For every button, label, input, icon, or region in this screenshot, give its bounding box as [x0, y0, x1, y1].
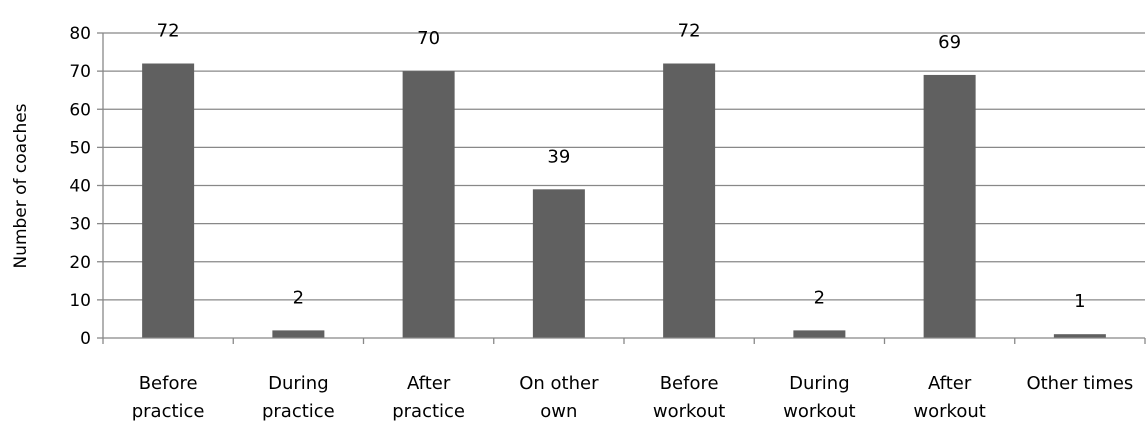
category-label-line: workout	[913, 401, 985, 422]
data-label: 72	[678, 21, 701, 42]
data-label: 2	[293, 287, 304, 308]
bar	[663, 63, 716, 338]
category-label-line: practice	[262, 401, 335, 422]
data-label: 72	[157, 21, 180, 42]
category-label-line: workout	[783, 401, 855, 422]
category-label-line: After	[407, 373, 451, 394]
bar	[923, 74, 976, 338]
category-label: Before workout	[653, 373, 725, 422]
gridlines	[103, 32, 1145, 301]
category-label-line: On other	[519, 373, 599, 394]
data-labels: 72 2 70 39 72 2 69 1	[157, 21, 1086, 313]
y-axis-ticks: 0 10 20 30 40 50 60 70 80	[69, 24, 103, 349]
category-label-line: own	[540, 401, 577, 422]
axes	[102, 33, 1146, 344]
bar	[1053, 334, 1106, 338]
category-label: After practice	[392, 373, 465, 422]
category-label-line: workout	[653, 401, 725, 422]
category-label-line: During	[789, 373, 850, 394]
category-label: Other times	[1026, 373, 1133, 394]
bar	[142, 63, 195, 338]
bar	[402, 71, 455, 338]
category-label-line: Before	[139, 373, 198, 394]
category-label: During workout	[783, 373, 855, 422]
data-label: 1	[1074, 291, 1085, 312]
category-label: On other own	[519, 373, 599, 422]
y-tick-label: 0	[80, 329, 91, 349]
category-label-line: practice	[132, 401, 205, 422]
y-tick-label: 50	[69, 138, 91, 158]
y-tick-label: 60	[69, 100, 91, 120]
y-tick-label: 40	[69, 177, 91, 197]
bar	[793, 330, 846, 338]
bar	[532, 189, 585, 338]
category-label-line: practice	[392, 401, 465, 422]
data-label: 2	[814, 287, 825, 308]
bar-series	[142, 63, 1106, 338]
category-label: Before practice	[132, 373, 205, 422]
y-tick-label: 30	[69, 215, 91, 235]
y-tick-label: 20	[69, 253, 91, 273]
data-label: 69	[938, 32, 961, 53]
x-axis-labels: Before practice During practice After practic…	[132, 373, 1134, 422]
category-label: During practice	[262, 373, 335, 422]
category-label-line: During	[268, 373, 329, 394]
y-tick-label: 10	[69, 291, 91, 311]
category-label-line: After	[928, 373, 972, 394]
data-label: 70	[417, 28, 440, 49]
category-label-line: Other times	[1026, 373, 1133, 394]
y-tick-label: 80	[69, 24, 91, 44]
category-label-line: Before	[660, 373, 719, 394]
y-axis-title: Number of coaches	[11, 103, 31, 268]
y-tick-label: 70	[69, 62, 91, 82]
bar	[272, 330, 325, 338]
category-label: After workout	[913, 373, 985, 422]
data-label: 39	[547, 146, 570, 167]
